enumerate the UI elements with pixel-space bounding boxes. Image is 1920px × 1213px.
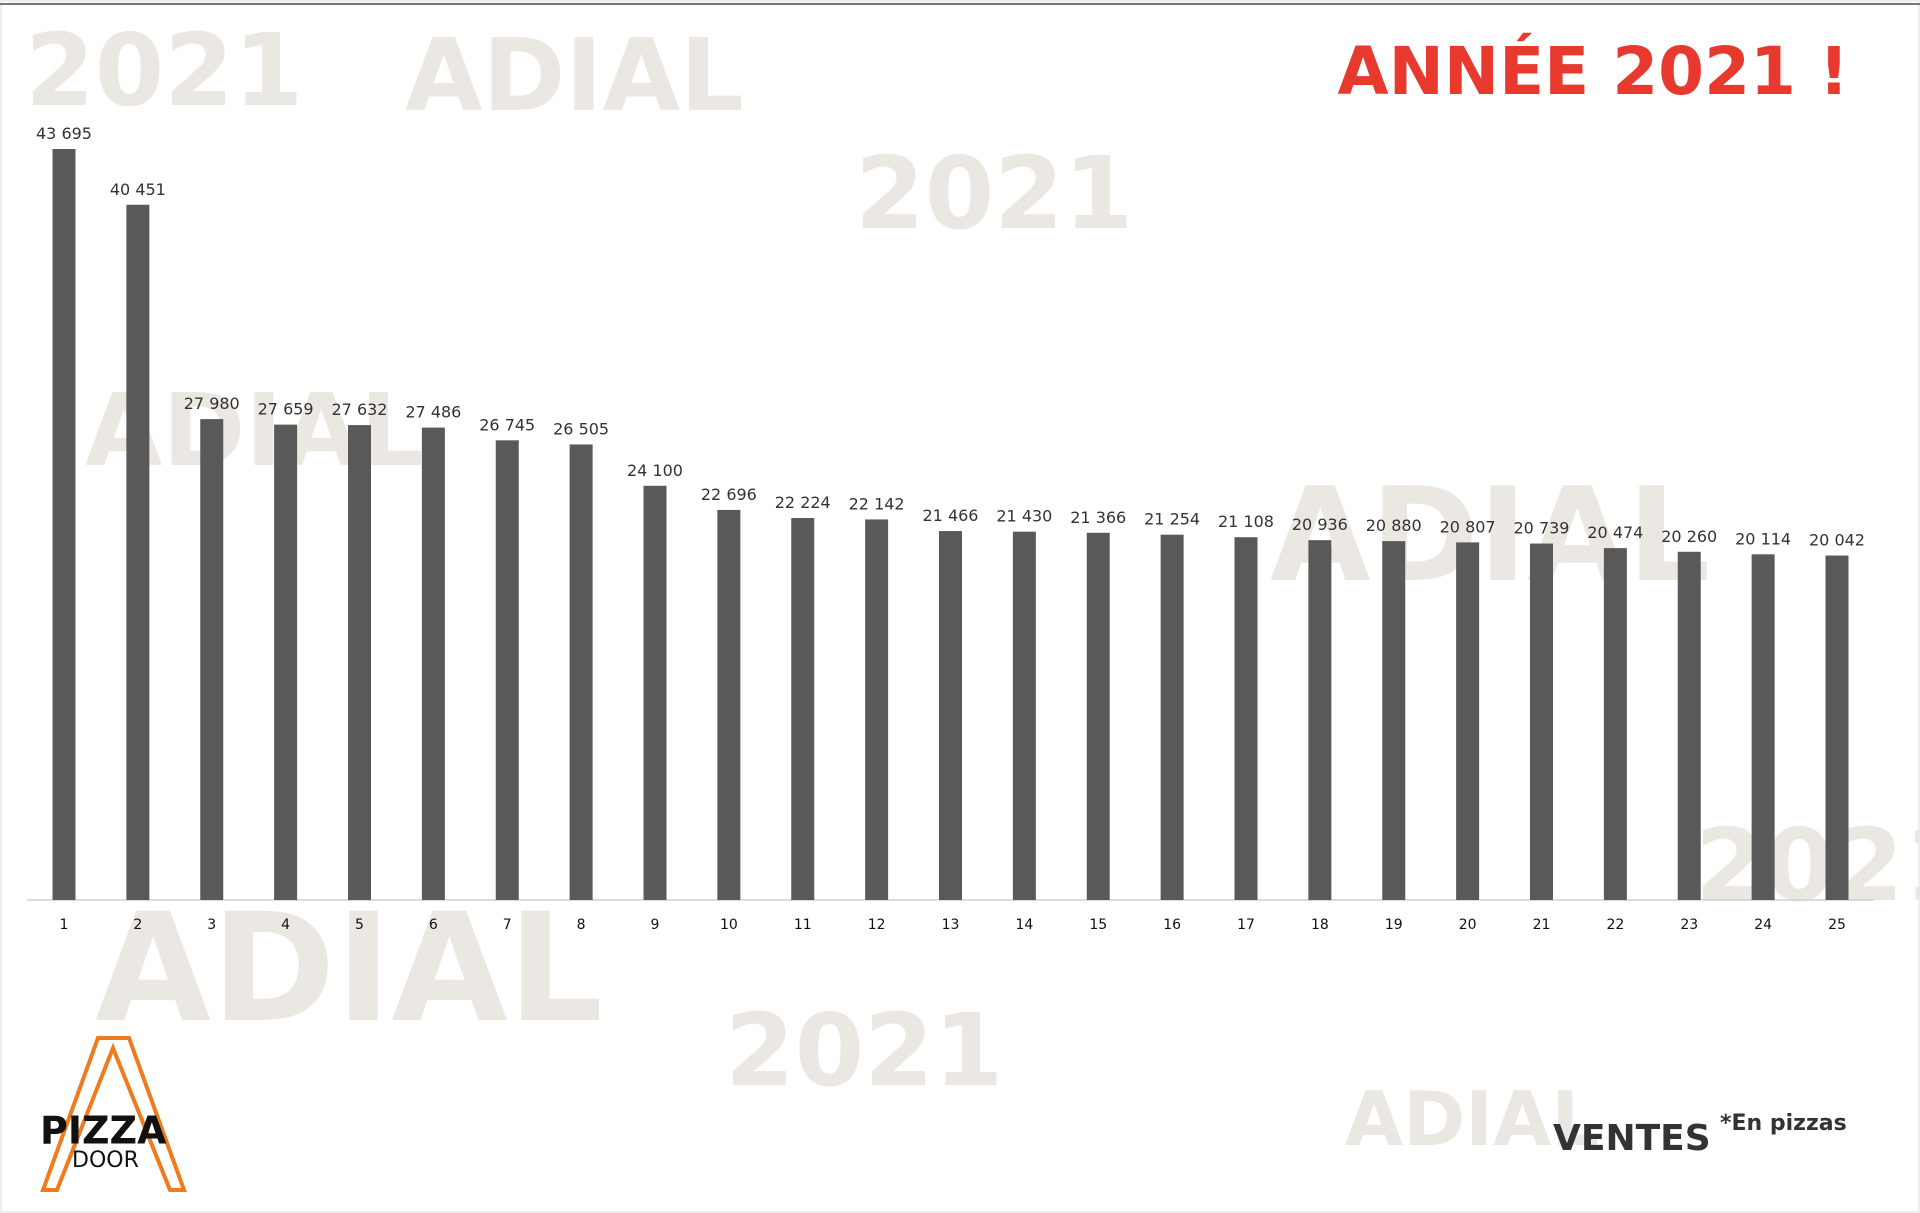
value-label: 43 695 [36, 124, 92, 143]
bar [1160, 534, 1184, 900]
watermark: ADIAL [1345, 1075, 1599, 1163]
logo-text: DOOR [72, 1148, 139, 1173]
bar [1751, 554, 1775, 900]
bar [865, 519, 889, 900]
x-tick-label: 12 [868, 917, 886, 933]
watermark: 2021 [725, 992, 1003, 1109]
value-label: 20 936 [1292, 515, 1348, 534]
value-label: 22 142 [849, 494, 905, 513]
value-label: 20 807 [1440, 517, 1496, 536]
watermarks: 2021 ADIAL 2021 ADIAL ADIAL ADIAL 2021 2… [25, 12, 1920, 1163]
bar [1234, 537, 1258, 900]
x-tick-label: 5 [355, 917, 364, 933]
x-tick-label: 25 [1828, 917, 1846, 933]
value-label: 26 745 [479, 415, 535, 434]
x-tick-label: 10 [720, 917, 738, 933]
bar [348, 425, 371, 900]
watermark: ADIAL [95, 882, 603, 1056]
x-tick-label: 20 [1459, 917, 1477, 933]
x-tick-label: 11 [794, 917, 812, 933]
x-tick-label: 8 [577, 917, 586, 933]
watermark: 2021 [1695, 807, 1920, 924]
x-tick-label: 13 [942, 917, 960, 933]
x-tick-label: 3 [207, 917, 216, 933]
value-label: 20 739 [1514, 519, 1570, 538]
value-label: 21 366 [1070, 508, 1126, 527]
value-label: 20 042 [1809, 531, 1865, 550]
x-tick-label: 1 [60, 917, 69, 933]
logo: PIZZA DOOR [40, 1036, 187, 1192]
value-label: 22 224 [775, 493, 831, 512]
bar [1603, 548, 1627, 900]
bar [1530, 543, 1553, 900]
value-label: 20 114 [1735, 529, 1791, 548]
x-tick-label: 4 [281, 917, 290, 933]
value-label: 21 254 [1144, 510, 1200, 529]
value-label: 40 451 [110, 180, 166, 199]
watermark: 2021 [855, 135, 1133, 252]
bar [421, 427, 445, 900]
x-tick-label: 21 [1533, 917, 1551, 933]
bar [52, 149, 76, 900]
x-tick-label: 19 [1385, 917, 1403, 933]
value-label: 26 505 [553, 419, 609, 438]
bar [1825, 555, 1849, 900]
bar [569, 444, 593, 900]
bar [274, 424, 298, 900]
x-tick-label: 2 [133, 917, 142, 933]
x-tick-label: 16 [1163, 917, 1181, 933]
value-label: 20 474 [1587, 523, 1643, 542]
bar [126, 204, 150, 900]
bar [495, 440, 519, 900]
x-tick-label: 22 [1606, 917, 1624, 933]
bar [791, 518, 815, 900]
note: *En pizzas [1720, 1111, 1847, 1136]
value-label: 20 880 [1366, 516, 1422, 535]
x-tick-label: 6 [429, 917, 438, 933]
bar [1012, 531, 1036, 900]
x-tick-label: 18 [1311, 917, 1329, 933]
x-tick-label: 14 [1015, 917, 1033, 933]
value-label: 21 430 [996, 507, 1052, 526]
value-label: 20 260 [1661, 527, 1717, 546]
value-label: 24 100 [627, 461, 683, 480]
chart-title: ANNÉE 2021 ! [1338, 32, 1849, 110]
x-tick-label: 15 [1089, 917, 1107, 933]
watermark: ADIAL [405, 17, 744, 134]
x-tick-label: 17 [1237, 917, 1255, 933]
bar [717, 509, 741, 900]
value-label: 22 696 [701, 485, 757, 504]
value-label: 27 659 [258, 400, 314, 419]
watermark: 2021 [25, 12, 303, 129]
bar [1456, 542, 1480, 900]
value-label: 21 466 [923, 506, 979, 525]
value-label: 21 108 [1218, 512, 1274, 531]
bar [939, 531, 962, 900]
x-tick-label: 7 [503, 917, 512, 933]
x-tick-label: 9 [651, 917, 660, 933]
bar [1308, 540, 1332, 900]
watermark: ADIAL [1270, 459, 1710, 611]
bar [1086, 532, 1110, 900]
logo-mark [40, 1036, 187, 1192]
bar [1382, 541, 1406, 900]
bar [1677, 551, 1701, 900]
value-label: 27 632 [332, 400, 388, 419]
x-tick-label: 23 [1680, 917, 1698, 933]
value-label: 27 980 [184, 394, 240, 413]
value-label: 27 486 [405, 403, 461, 422]
subtitle: VENTES [1553, 1118, 1711, 1159]
x-tick-label: 24 [1754, 917, 1772, 933]
bar [643, 485, 667, 900]
logo-text: PIZZA [40, 1109, 167, 1153]
bar [200, 419, 224, 900]
